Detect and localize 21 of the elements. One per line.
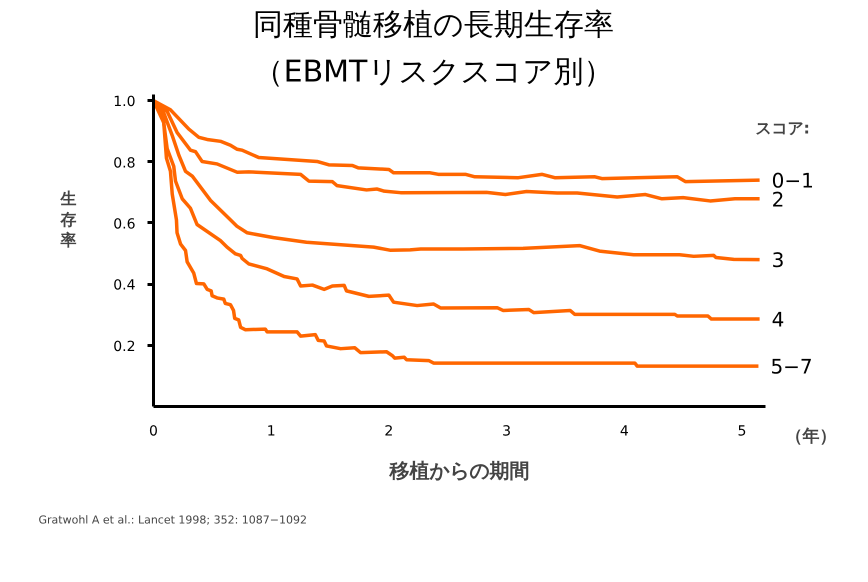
legend-title: スコア: [756, 118, 810, 138]
y-axis-title: 生存率 [60, 188, 76, 250]
x-tick-label: 0 [149, 424, 158, 440]
series-label: 5−7 [770, 354, 813, 379]
text: Gratwohl A et al.: Lancet 1998; 352: 1087−1092 [38, 514, 308, 526]
series-label: 3 [772, 248, 784, 272]
y-tick-label: 0.2 [113, 338, 136, 355]
series-label: 4 [772, 308, 784, 332]
y-tick-label: 1.0 [113, 94, 136, 110]
x-tick-label: 5 [738, 424, 746, 440]
text: （年） [786, 426, 836, 446]
x-tick-label: 3 [502, 424, 512, 440]
chart-title: 同種骨髄移植の長期生存率 [253, 8, 614, 42]
x-tick-label: 4 [620, 424, 629, 440]
y-tick-label: 0.8 [113, 155, 136, 172]
y-tick-label: 0.6 [113, 216, 136, 232]
y-tick-label: 0.4 [113, 278, 136, 294]
x-tick-label: 2 [384, 424, 394, 440]
x-tick-label: 1 [266, 424, 276, 440]
x-axis-title: 移植からの期間 [388, 458, 530, 482]
chart-subtitle: （EBMTリスクスコア別） [254, 54, 614, 90]
